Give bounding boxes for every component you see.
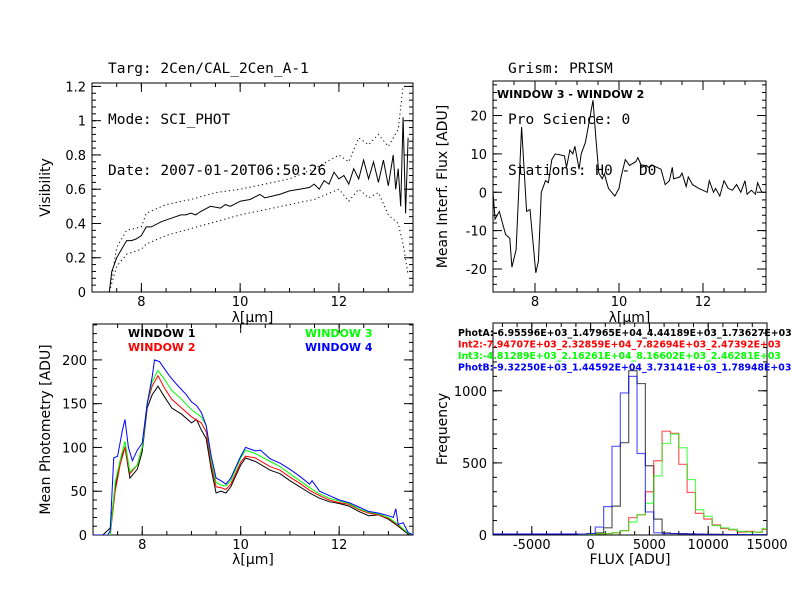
- x-tick-label: 0: [586, 538, 594, 553]
- x-tick-label: 10: [232, 538, 249, 553]
- grism-label: Grism: PRISM: [508, 61, 613, 77]
- x-tick-label: 8: [531, 295, 539, 310]
- chart-flux-histogram: -5000 0 5000 10000 15000 0 500 1000 FLUX [ADU] Fr…: [435, 322, 788, 568]
- legend-window-3: WINDOW 3: [305, 327, 373, 340]
- series-line-0: [92, 117, 409, 292]
- x-tick-label: 5000: [633, 538, 666, 553]
- series-line-2: [108, 188, 409, 292]
- y-tick-label: 500: [462, 457, 487, 472]
- histogram-Int3: [577, 433, 767, 535]
- chart-visibility: 8 10 12 0 0.2 0.4 0.6 0.8 1 1.2 λ[μm] Visibility: [38, 80, 414, 326]
- histogram-PhotA: [577, 369, 767, 535]
- x-tick-label: 10: [232, 295, 249, 310]
- y-tick-label: 200: [62, 354, 87, 369]
- stats-int3: Int3:-4.81289E+03_2.16261E+04_8.16602E+0…: [458, 351, 781, 362]
- y-tick-label: 20: [470, 110, 487, 125]
- y-tick-label: 100: [62, 441, 87, 456]
- annotation-window-difference: WINDOW 3 - WINDOW 2: [497, 88, 644, 101]
- y-axis-label: Visibility: [38, 158, 54, 217]
- legend-window-1: WINDOW 1: [128, 327, 196, 340]
- series-line-window-1: [93, 385, 413, 535]
- legend-window-4: WINDOW 4: [305, 341, 373, 354]
- x-tick-label: 10: [611, 295, 628, 310]
- plot-frame: [492, 322, 768, 536]
- y-tick-label: 0.4: [65, 217, 86, 232]
- y-tick-label: -10: [466, 225, 487, 240]
- x-tick-label: 12: [331, 295, 348, 310]
- stats-phota: PhotA:-6.95596E+03_1.47965E+04_4.44189E+…: [458, 328, 792, 339]
- y-axis-label: Frequency: [435, 393, 451, 465]
- x-axis-label: λ[μm]: [232, 552, 274, 568]
- mode-label: Mode: SCI_PHOT: [108, 112, 231, 128]
- y-tick-label: 150: [62, 398, 87, 413]
- y-tick-label: 1000: [454, 385, 487, 400]
- stats-int2: Int2:-7.94707E+03_2.32859E+04_7.82694E+0…: [458, 340, 781, 351]
- y-axis-label: Mean Photometry [ADU]: [38, 344, 54, 514]
- y-tick-label: 0: [479, 186, 487, 201]
- plot-frame: [492, 80, 767, 293]
- histogram-Int2: [577, 430, 767, 535]
- x-tick-label: 8: [137, 295, 145, 310]
- series-line-1: [108, 85, 409, 292]
- y-tick-label: 0.2: [65, 252, 86, 267]
- plot-frame: [91, 82, 414, 293]
- stats-photb: PhotB:-9.32250E+03_1.44592E+04_3.73141E+…: [458, 363, 791, 374]
- x-tick-label: 12: [331, 538, 348, 553]
- header-left: Targ: 2Cen/CAL_2Cen_A-1 Mode: SCI_PHOT D…: [108, 27, 326, 214]
- x-tick-label: 8: [138, 538, 146, 553]
- x-tick-label: 10000: [688, 538, 729, 553]
- date-label: Date: 2007-01-20T06:50:26: [108, 163, 327, 179]
- plot-frame: [92, 323, 414, 536]
- y-tick-label: 50: [70, 485, 87, 500]
- x-axis-label: λ[μm]: [232, 310, 274, 326]
- x-tick-label: 15000: [746, 538, 787, 553]
- y-tick-label: 1.2: [65, 80, 86, 95]
- y-tick-label: 0: [479, 529, 487, 544]
- x-axis-label: FLUX [ADU]: [590, 552, 671, 568]
- chart-interf-flux: 8 10 12 -20 -10 0 10 20 λ[μm] Mean Interf. Flux […: [435, 80, 767, 326]
- y-tick-label: 0: [79, 529, 87, 544]
- chart-photometry: 8 10 12 0 50 100 150 200 λ[μm] Mean Photometry [A…: [38, 323, 414, 568]
- x-tick-label: -5000: [513, 538, 551, 553]
- histogram-PhotB: [577, 375, 767, 535]
- target-label: Targ: 2Cen/CAL_2Cen_A-1: [108, 61, 309, 77]
- x-tick-label: 12: [695, 295, 712, 310]
- series-line-window-4: [93, 359, 413, 535]
- y-tick-label: 10: [470, 148, 487, 163]
- y-axis-label: Mean Interf. Flux [ADU]: [435, 105, 451, 268]
- y-tick-label: 1: [78, 115, 86, 130]
- series-line-0: [493, 100, 763, 273]
- y-tick-label: -20: [466, 263, 487, 278]
- legend-window-2: WINDOW 2: [128, 341, 196, 354]
- x-axis-label: λ[μm]: [609, 310, 651, 326]
- y-tick-label: 0: [78, 286, 86, 301]
- series-line-window-3: [93, 369, 413, 535]
- y-tick-label: 0.8: [65, 149, 86, 164]
- y-tick-label: 0.6: [65, 183, 86, 198]
